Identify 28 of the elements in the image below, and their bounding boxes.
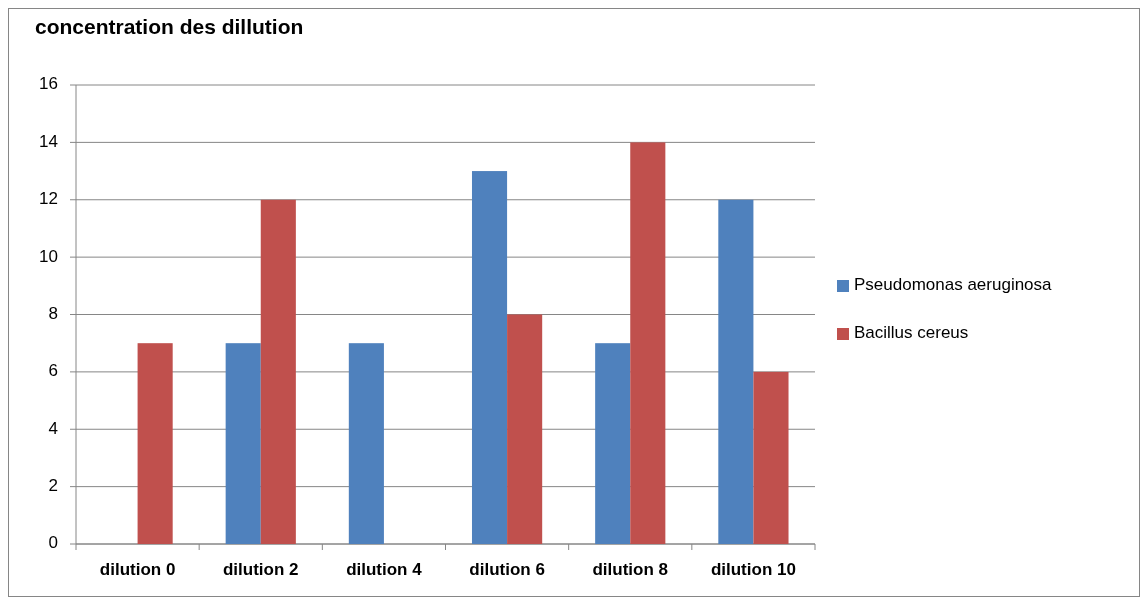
bar bbox=[260, 199, 296, 544]
bar bbox=[718, 199, 754, 544]
chart-title: concentration des dillution bbox=[35, 14, 304, 38]
y-tick-label: 6 bbox=[48, 361, 58, 381]
x-tick-label: dilution 6 bbox=[469, 560, 545, 580]
x-tick-label: dilution 8 bbox=[592, 560, 669, 580]
bar bbox=[630, 142, 666, 544]
y-tick-label: 10 bbox=[39, 246, 58, 266]
y-tick-label: 4 bbox=[48, 418, 58, 438]
legend-label: Pseudomonas aeruginosa bbox=[854, 275, 1053, 295]
y-tick-label: 16 bbox=[39, 74, 58, 94]
y-tick-label: 12 bbox=[39, 189, 58, 209]
legend-label: Bacillus cereus bbox=[854, 323, 969, 343]
bar bbox=[471, 171, 508, 544]
bar bbox=[595, 343, 631, 544]
bar bbox=[753, 371, 789, 544]
bar bbox=[137, 343, 173, 544]
x-tick-label: dilution 10 bbox=[710, 560, 796, 580]
x-tick-label: dilution 4 bbox=[346, 560, 423, 580]
x-tick-label: dilution 0 bbox=[99, 560, 176, 580]
y-tick-label: 2 bbox=[48, 476, 58, 496]
x-tick-label: dilution 2 bbox=[222, 560, 299, 580]
y-tick-label: 14 bbox=[39, 131, 58, 151]
bar bbox=[225, 343, 261, 544]
bar bbox=[507, 314, 543, 544]
y-tick-label: 8 bbox=[48, 303, 58, 323]
y-tick-label: 0 bbox=[48, 533, 58, 553]
bar bbox=[348, 343, 384, 544]
